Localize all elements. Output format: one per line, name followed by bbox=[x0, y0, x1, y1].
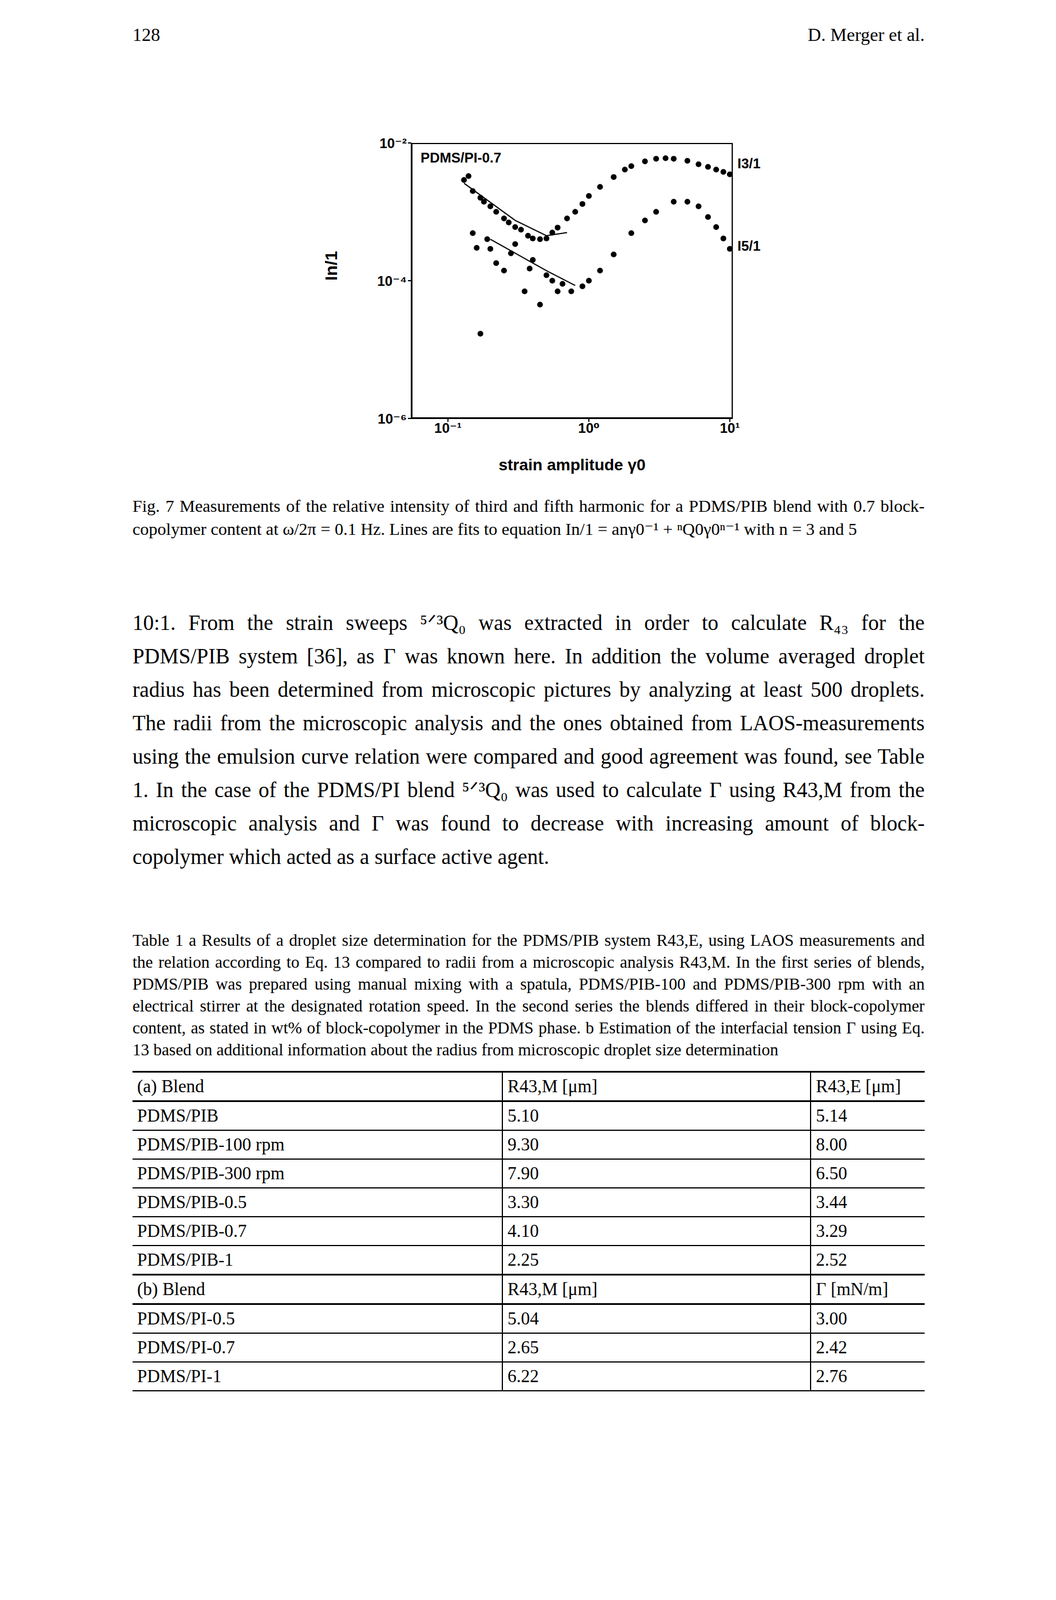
html-text:5.04: 5.04 bbox=[507, 1307, 539, 1328]
html-text:7.90: 7.90 bbox=[507, 1162, 539, 1183]
svg-text:In/1: In/1 bbox=[324, 250, 341, 281]
html-text:PDMS/PIB: PDMS/PIB bbox=[137, 1104, 219, 1126]
html-text:10:1. From the strain sweeps ⁵: 10:1. From the strain sweeps ⁵ᐟ³Q₀ was e… bbox=[132, 610, 925, 869]
html-text:3.29: 3.29 bbox=[815, 1220, 848, 1241]
svg-text:10⁻⁴: 10⁻⁴ bbox=[377, 273, 407, 289]
html-text:(b) Blend: (b) Blend bbox=[137, 1278, 206, 1299]
html-text:Fig. 7 Measurements of the rel: Fig. 7 Measurements of the relative inte… bbox=[132, 496, 925, 539]
svg-text:10⁻¹: 10⁻¹ bbox=[434, 419, 462, 436]
html-text:I3/1: I3/1 bbox=[737, 155, 761, 172]
html-text:8.00: 8.00 bbox=[815, 1133, 848, 1154]
html-text:6.50: 6.50 bbox=[815, 1162, 848, 1183]
html-text:6.22: 6.22 bbox=[507, 1365, 539, 1386]
svg-text:10⁰: 10⁰ bbox=[578, 419, 600, 436]
html-text:2.42: 2.42 bbox=[815, 1336, 848, 1357]
svg-text:10⁻⁶: 10⁻⁶ bbox=[377, 410, 407, 427]
html-text:PDMS/PIB-300 rpm: PDMS/PIB-300 rpm bbox=[137, 1162, 285, 1183]
svg-text:strain amplitude γ0: strain amplitude γ0 bbox=[498, 455, 646, 474]
html-text:5.10: 5.10 bbox=[507, 1104, 539, 1126]
html-text:PDMS/PI-1: PDMS/PI-1 bbox=[137, 1365, 222, 1386]
html-text:PDMS/PI-0.5: PDMS/PI-0.5 bbox=[137, 1307, 235, 1328]
html-text:4.10: 4.10 bbox=[507, 1220, 539, 1241]
html-text:3.00: 3.00 bbox=[815, 1307, 848, 1328]
html-text:5.14: 5.14 bbox=[815, 1104, 848, 1126]
html-text:PDMS/PIB-100 rpm: PDMS/PIB-100 rpm bbox=[137, 1133, 285, 1154]
svg-text:10¹: 10¹ bbox=[719, 419, 740, 436]
html-text:Γ [mN/m]: Γ [mN/m] bbox=[815, 1278, 889, 1299]
html-text:128: 128 bbox=[132, 24, 161, 45]
html-text:PDMS/PIB-0.7: PDMS/PIB-0.7 bbox=[137, 1220, 247, 1241]
html-text:2.65: 2.65 bbox=[507, 1336, 539, 1357]
html-text:PDMS/PI-0.7: PDMS/PI-0.7 bbox=[137, 1336, 235, 1357]
html-text:Table 1 a Results of a droplet: Table 1 a Results of a droplet size dete… bbox=[132, 930, 925, 1059]
html-text:D. Merger et al.: D. Merger et al. bbox=[807, 24, 925, 45]
html-text:PDMS/PIB-0.5: PDMS/PIB-0.5 bbox=[137, 1191, 247, 1212]
html-text:R43,M [μm]: R43,M [μm] bbox=[507, 1278, 598, 1299]
html-text:(a) Blend: (a) Blend bbox=[137, 1075, 205, 1096]
html-text:2.76: 2.76 bbox=[815, 1365, 848, 1386]
html-text:9.30: 9.30 bbox=[507, 1133, 539, 1154]
html-text:PDMS/PI-0.7: PDMS/PI-0.7 bbox=[420, 149, 502, 166]
html-text:R43,E [μm]: R43,E [μm] bbox=[815, 1075, 901, 1096]
html-text:2.25: 2.25 bbox=[507, 1248, 539, 1270]
svg-text:10⁻²: 10⁻² bbox=[379, 135, 407, 151]
html-text:I5/1: I5/1 bbox=[737, 237, 761, 254]
html-text:3.44: 3.44 bbox=[815, 1191, 848, 1212]
html-text:2.52: 2.52 bbox=[815, 1248, 848, 1270]
html-text:PDMS/PIB-1: PDMS/PIB-1 bbox=[137, 1248, 234, 1270]
html-text:R43,M [μm]: R43,M [μm] bbox=[507, 1075, 598, 1096]
html-text:3.30: 3.30 bbox=[507, 1191, 539, 1212]
